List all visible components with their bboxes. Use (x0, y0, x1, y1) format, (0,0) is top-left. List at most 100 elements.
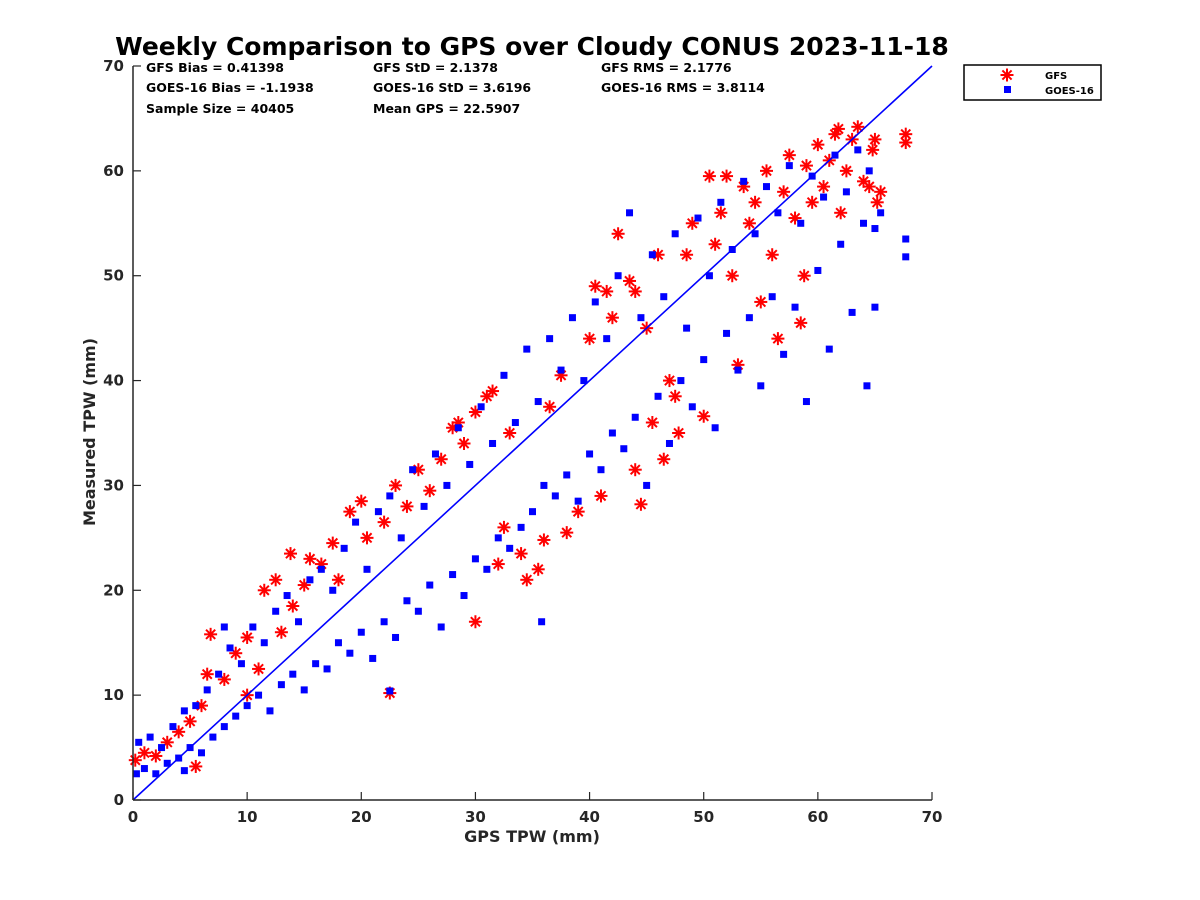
legend-goes16-marker (1004, 86, 1011, 93)
gfs-point (252, 662, 266, 676)
scatter-marks (128, 120, 913, 778)
goes16-point (711, 424, 719, 432)
gfs-point (714, 206, 728, 220)
goes16-point (791, 303, 799, 311)
goes16-point (546, 335, 554, 343)
gfs-point (377, 515, 391, 529)
goes16-point (454, 424, 462, 432)
gfs-point (662, 374, 676, 388)
gfs-point (725, 269, 739, 283)
goes16-point (688, 403, 696, 411)
goes16-point (209, 733, 217, 741)
legend-box (963, 64, 1102, 101)
gfs-point (702, 169, 716, 183)
goes16-point (814, 266, 822, 274)
goes16-point (352, 518, 360, 526)
goes16-point (614, 272, 622, 280)
y-tick-label: 60 (103, 162, 124, 180)
gfs-point (874, 185, 888, 199)
gfs-point (468, 405, 482, 419)
goes16-point (471, 555, 479, 563)
gfs-point (128, 753, 142, 767)
goes16-point (700, 356, 708, 364)
gfs-point (899, 136, 913, 150)
goes16-point (538, 618, 546, 626)
goes16-point (797, 219, 805, 227)
goes16-point (837, 240, 845, 248)
goes16-point (323, 665, 331, 673)
goes16-point (192, 702, 200, 710)
goes16-point (289, 670, 297, 678)
goes16-point (529, 508, 536, 516)
goes16-point (386, 687, 394, 695)
goes16-point (637, 314, 645, 322)
legend-gfs-marker (1000, 68, 1014, 82)
gfs-point (468, 615, 482, 629)
gfs-point (594, 489, 608, 503)
goes16-point (863, 382, 871, 390)
goes16-point (871, 225, 879, 233)
gfs-point (303, 552, 317, 566)
gfs-point (183, 714, 197, 728)
gfs-point (537, 533, 551, 547)
gfs-point (868, 132, 882, 146)
goes16-point (306, 576, 314, 584)
goes16-point (420, 502, 428, 510)
goes16-point (380, 618, 388, 626)
goes16-point (734, 366, 742, 374)
gfs-point (782, 148, 796, 162)
gfs-point (503, 426, 517, 440)
goes16-point (848, 308, 856, 316)
goes16-point (414, 607, 422, 615)
gfs-point (811, 138, 825, 152)
goes16-point (334, 639, 342, 647)
gfs-point (160, 735, 174, 749)
stat-annotation: GOES-16 Bias = -1.1938 (146, 80, 314, 95)
x-tick-label: 0 (128, 808, 138, 826)
gfs-point (839, 164, 853, 178)
y-tick-label: 40 (103, 372, 124, 390)
gfs-point (754, 295, 768, 309)
goes16-point (180, 707, 188, 715)
goes16-point (785, 162, 793, 170)
goes16-point (768, 293, 776, 301)
stat-annotation: GFS Bias = 0.41398 (146, 60, 284, 75)
goes16-point (409, 466, 417, 474)
gfs-point (831, 122, 845, 136)
goes16-point (220, 623, 228, 631)
goes16-point (683, 324, 691, 332)
y-tick-label: 50 (103, 267, 124, 285)
goes16-point (249, 623, 257, 631)
goes16-point (132, 770, 140, 778)
gfs-point (866, 143, 880, 157)
gfs-point (708, 237, 722, 251)
goes16-point (169, 723, 177, 731)
x-tick-label: 10 (237, 808, 258, 826)
goes16-point (158, 744, 166, 752)
gfs-point (799, 159, 813, 173)
goes16-point (631, 413, 639, 421)
goes16-point (608, 429, 616, 437)
goes16-point (506, 544, 514, 552)
goes16-point (135, 738, 143, 746)
gfs-point (149, 749, 163, 763)
gfs-point (588, 279, 602, 293)
x-tick-label: 30 (465, 808, 486, 826)
gfs-point (634, 497, 648, 511)
x-axis-label: GPS TPW (mm) (464, 827, 600, 846)
stat-annotation: Sample Size = 40405 (146, 101, 294, 116)
gfs-point (805, 195, 819, 209)
gfs-point (560, 526, 574, 540)
goes16-point (671, 230, 679, 238)
goes16-point (460, 592, 468, 600)
goes16-point (243, 702, 251, 710)
gfs-point (657, 452, 671, 466)
gfs-point (389, 478, 403, 492)
gfs-point (172, 725, 186, 739)
gfs-point (899, 127, 913, 141)
gfs-point (600, 284, 614, 298)
goes16-point (357, 628, 365, 636)
goes16-point (825, 345, 833, 353)
goes16-point (494, 534, 502, 542)
y-tick-label: 0 (114, 791, 124, 809)
